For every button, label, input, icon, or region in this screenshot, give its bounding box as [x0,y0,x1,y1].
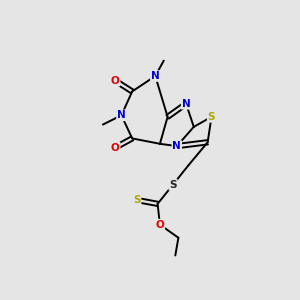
Text: O: O [111,76,120,86]
Text: S: S [169,180,177,190]
Text: N: N [172,141,181,151]
Text: N: N [151,71,160,81]
Text: O: O [111,143,120,153]
Text: O: O [155,220,164,230]
Text: S: S [208,112,215,122]
Text: N: N [182,99,190,109]
Text: N: N [117,110,126,120]
Text: S: S [133,195,141,205]
